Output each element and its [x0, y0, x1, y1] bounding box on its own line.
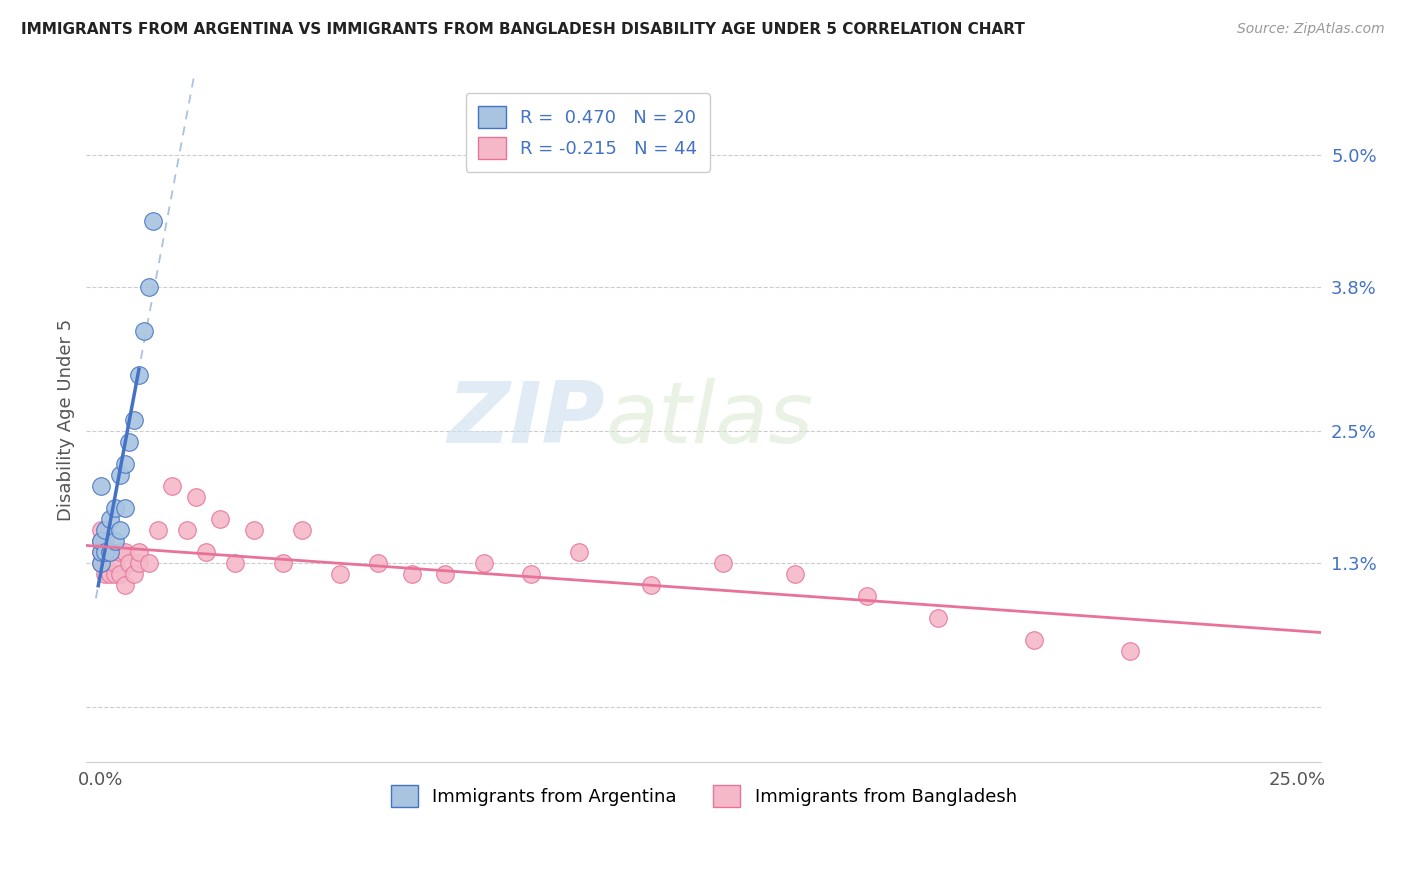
Point [472, 556, 495, 570]
Point [90, 545, 112, 559]
Point [122, 412, 145, 426]
Point [1024, 633, 1046, 648]
Point [128, 545, 150, 559]
Point [367, 556, 389, 570]
Text: ZIP: ZIP [447, 378, 605, 461]
Point [855, 589, 877, 603]
Point [132, 324, 155, 338]
Point [118, 556, 141, 570]
Point [1119, 644, 1142, 658]
Point [122, 567, 145, 582]
Point [90, 556, 112, 570]
Point [90, 523, 112, 537]
Point [94, 556, 117, 570]
Text: Source: ZipAtlas.com: Source: ZipAtlas.com [1237, 22, 1385, 37]
Point [104, 534, 127, 549]
Point [114, 545, 136, 559]
Text: IMMIGRANTS FROM ARGENTINA VS IMMIGRANTS FROM BANGLADESH DISABILITY AGE UNDER 5 C: IMMIGRANTS FROM ARGENTINA VS IMMIGRANTS … [21, 22, 1025, 37]
Point [118, 434, 141, 449]
Point [329, 567, 352, 582]
Point [90, 545, 112, 559]
Point [209, 512, 232, 526]
Y-axis label: Disability Age Under 5: Disability Age Under 5 [58, 318, 75, 521]
Point [108, 467, 131, 482]
Point [104, 500, 127, 515]
Point [90, 534, 112, 549]
Point [104, 556, 127, 570]
Point [90, 479, 112, 493]
Text: atlas: atlas [605, 378, 813, 461]
Point [186, 490, 208, 504]
Point [94, 534, 117, 549]
Point [90, 534, 112, 549]
Point [291, 523, 314, 537]
Point [401, 567, 423, 582]
Point [162, 479, 184, 493]
Point [90, 556, 112, 570]
Point [142, 214, 165, 228]
Point [94, 567, 117, 582]
Point [108, 567, 131, 582]
Point [98, 545, 121, 559]
Point [194, 545, 217, 559]
Point [640, 578, 662, 592]
Point [224, 556, 246, 570]
Point [146, 523, 169, 537]
Point [138, 556, 160, 570]
Point [520, 567, 543, 582]
Point [98, 567, 121, 582]
Point [94, 545, 117, 559]
Point [128, 556, 150, 570]
Point [243, 523, 266, 537]
Point [108, 545, 131, 559]
Point [271, 556, 294, 570]
Point [98, 512, 121, 526]
Point [568, 545, 591, 559]
Point [104, 567, 127, 582]
Point [128, 368, 150, 383]
Point [114, 578, 136, 592]
Point [711, 556, 734, 570]
Point [108, 523, 131, 537]
Legend: Immigrants from Argentina, Immigrants from Bangladesh: Immigrants from Argentina, Immigrants fr… [384, 778, 1024, 814]
Point [783, 567, 806, 582]
Point [176, 523, 198, 537]
Point [98, 545, 121, 559]
Point [114, 457, 136, 471]
Point [138, 280, 160, 294]
Point [434, 567, 457, 582]
Point [114, 500, 136, 515]
Point [927, 611, 949, 625]
Point [94, 523, 117, 537]
